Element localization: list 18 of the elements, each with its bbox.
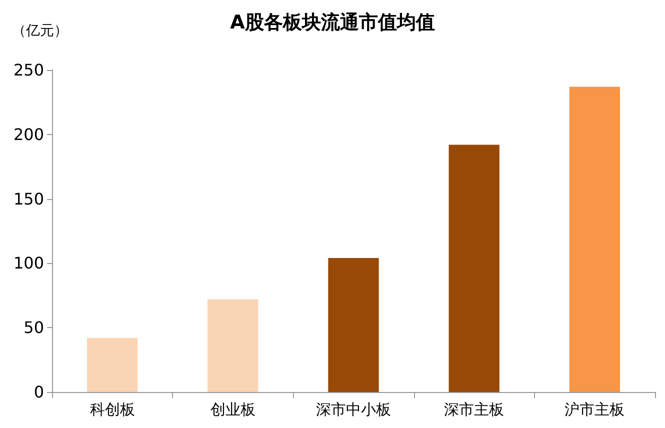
bar — [569, 86, 620, 392]
x-tick-label: 沪市主板 — [564, 400, 625, 418]
y-tick-label: 150 — [13, 189, 44, 208]
chart-title: A股各板块流通市值均值 — [230, 12, 435, 34]
y-tick-label: 100 — [13, 254, 44, 273]
y-tick-label: 250 — [13, 60, 44, 80]
x-tick-label: 创业板 — [210, 400, 256, 418]
x-tick-label: 深市主板 — [444, 400, 504, 418]
y-axis-title: （亿元） — [12, 23, 68, 39]
bar — [328, 258, 379, 392]
x-tick-label: 深市中小板 — [316, 400, 391, 418]
bar — [448, 144, 500, 392]
x-tick-label: 科创板 — [90, 400, 135, 418]
bar — [86, 338, 138, 392]
bar — [208, 299, 258, 392]
y-tick-label: 200 — [13, 124, 44, 144]
y-tick-label: 0 — [34, 382, 44, 402]
y-tick-label: 50 — [24, 318, 44, 338]
